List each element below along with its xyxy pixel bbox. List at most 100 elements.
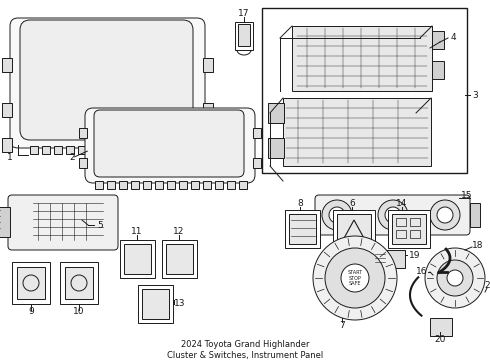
Bar	[191, 181, 199, 189]
Text: 2: 2	[69, 153, 75, 162]
Bar	[66, 146, 74, 154]
Bar	[17, 267, 45, 299]
Bar	[120, 240, 155, 278]
Bar	[95, 181, 103, 189]
Bar	[432, 61, 444, 79]
Circle shape	[425, 248, 485, 308]
Bar	[238, 24, 250, 46]
Bar	[203, 58, 213, 72]
Circle shape	[329, 207, 345, 223]
Bar	[167, 181, 175, 189]
Bar	[396, 230, 406, 238]
Bar	[102, 146, 110, 154]
Bar	[126, 146, 134, 154]
Bar	[155, 181, 163, 189]
Bar	[253, 158, 261, 168]
Bar	[12, 262, 50, 304]
Text: 7: 7	[339, 320, 345, 329]
FancyBboxPatch shape	[85, 108, 255, 183]
Circle shape	[313, 236, 397, 320]
Bar	[470, 203, 480, 227]
Bar	[430, 318, 452, 336]
Bar	[143, 181, 151, 189]
Circle shape	[325, 248, 385, 308]
Bar	[42, 146, 50, 154]
Bar	[60, 262, 98, 304]
Bar	[337, 214, 371, 244]
Bar	[30, 146, 38, 154]
Text: 12: 12	[173, 228, 185, 237]
Text: 4: 4	[450, 33, 456, 42]
Bar	[179, 181, 187, 189]
Text: 14: 14	[396, 199, 408, 208]
Bar	[107, 181, 115, 189]
Bar	[392, 214, 426, 244]
Circle shape	[385, 207, 401, 223]
Text: 17: 17	[238, 9, 250, 18]
Circle shape	[341, 264, 369, 292]
Bar	[124, 244, 151, 274]
Bar	[119, 181, 127, 189]
Bar	[432, 31, 444, 49]
Circle shape	[322, 200, 352, 230]
Bar	[289, 214, 316, 244]
Bar	[65, 267, 93, 299]
Bar	[138, 146, 146, 154]
Bar	[375, 250, 405, 268]
Text: 1: 1	[7, 153, 13, 162]
FancyBboxPatch shape	[8, 195, 118, 250]
FancyBboxPatch shape	[315, 195, 470, 235]
FancyBboxPatch shape	[94, 110, 244, 177]
Bar	[114, 146, 122, 154]
Bar	[239, 181, 247, 189]
FancyBboxPatch shape	[20, 20, 193, 140]
Bar	[333, 210, 375, 248]
Bar	[215, 181, 223, 189]
Text: 10: 10	[73, 307, 85, 316]
Text: START
STOP
SAFE: START STOP SAFE	[347, 270, 363, 286]
Text: 16: 16	[416, 267, 428, 276]
Bar	[162, 146, 170, 154]
Bar	[79, 158, 87, 168]
Bar	[166, 244, 193, 274]
Bar	[203, 103, 213, 117]
Bar	[2, 138, 12, 152]
Circle shape	[437, 260, 473, 296]
Text: 6: 6	[349, 199, 355, 208]
Text: 21: 21	[484, 280, 490, 289]
Bar	[253, 128, 261, 138]
Bar	[162, 240, 197, 278]
Bar	[78, 146, 86, 154]
Bar	[2, 103, 12, 117]
Bar	[79, 128, 87, 138]
Text: 3: 3	[472, 90, 478, 99]
FancyBboxPatch shape	[10, 18, 205, 148]
Circle shape	[378, 200, 408, 230]
Text: 8: 8	[297, 199, 303, 208]
Bar	[150, 146, 158, 154]
Bar	[54, 146, 62, 154]
Bar	[138, 285, 173, 323]
Bar	[410, 218, 420, 226]
Bar	[283, 98, 431, 166]
Bar	[388, 210, 430, 248]
Bar	[268, 103, 284, 123]
Text: 9: 9	[28, 307, 34, 316]
Bar	[2, 58, 12, 72]
Bar	[268, 138, 284, 158]
Bar	[396, 218, 406, 226]
Bar	[292, 26, 432, 91]
Bar	[142, 289, 169, 319]
Bar	[203, 181, 211, 189]
Bar	[235, 22, 253, 50]
Bar	[410, 230, 420, 238]
Text: 19: 19	[409, 251, 421, 260]
Circle shape	[437, 207, 453, 223]
Text: 5: 5	[97, 220, 103, 230]
Text: 20: 20	[434, 336, 446, 345]
Text: 18: 18	[472, 240, 484, 249]
Text: 13: 13	[174, 300, 186, 309]
Bar	[186, 146, 194, 154]
Bar	[227, 181, 235, 189]
Bar	[131, 181, 139, 189]
